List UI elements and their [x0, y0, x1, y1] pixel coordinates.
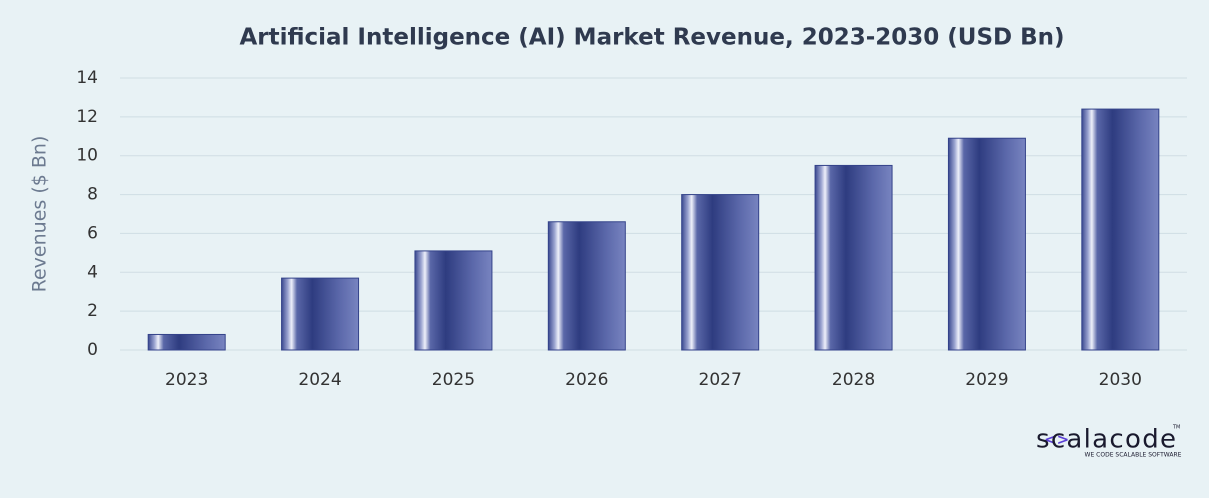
logo-tagline: WE CODE SCALABLE SOFTWARE — [1085, 452, 1182, 459]
bar — [547, 221, 626, 351]
bar — [1081, 108, 1160, 351]
bar — [681, 194, 760, 351]
bar — [814, 164, 893, 351]
x-tick-label: 2030 — [1099, 370, 1142, 390]
x-tick-label: 2024 — [298, 370, 341, 390]
y-tick-label: 0 — [87, 340, 98, 360]
x-tick-label: 2028 — [832, 370, 875, 390]
bar — [414, 250, 493, 351]
y-tick-label: 4 — [87, 262, 98, 282]
logo-icon: <> — [1044, 431, 1069, 449]
x-tick-label: 2029 — [965, 370, 1008, 390]
x-tick-label: 2023 — [165, 370, 208, 390]
bar — [147, 333, 226, 351]
logo-trademark: TM — [1172, 425, 1180, 431]
bar — [947, 137, 1026, 351]
y-tick-label: 2 — [87, 301, 98, 321]
y-tick-label: 12 — [76, 107, 98, 127]
bar — [281, 277, 360, 351]
chart-title: Artificial Intelligence (AI) Market Reve… — [239, 25, 1064, 51]
y-axis-label: Revenues ($ Bn) — [29, 136, 51, 293]
x-tick-label: 2025 — [432, 370, 475, 390]
logo-name: scalacode — [1036, 425, 1176, 455]
y-tick-label: 8 — [87, 185, 98, 205]
y-tick-label: 14 — [76, 68, 98, 88]
x-tick-label: 2026 — [565, 370, 608, 390]
y-tick-label: 6 — [87, 223, 98, 243]
x-tick-label: 2027 — [699, 370, 742, 390]
y-tick-label: 10 — [76, 146, 98, 166]
